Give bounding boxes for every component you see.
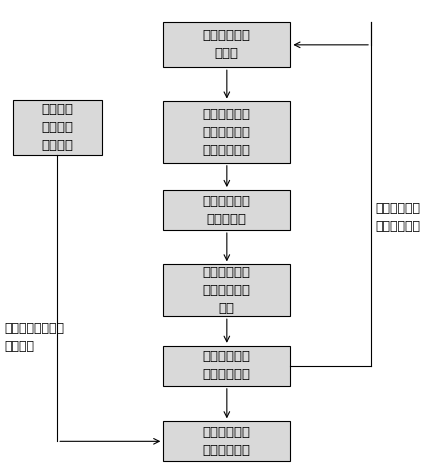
Bar [163, 22, 290, 67]
Text: 发电单元接一
定负载: 发电单元接一 定负载 [203, 29, 251, 60]
Text: 驱动电动单元
运行，测试所
需的电机参数: 驱动电动单元 运行，测试所 需的电机参数 [203, 108, 251, 157]
Bar [163, 190, 290, 230]
Text: 测量这一状态
下绕组电阻: 测量这一状态 下绕组电阻 [203, 194, 251, 226]
Text: 改变发电单元
所接入的负载: 改变发电单元 所接入的负载 [375, 202, 420, 233]
Bar [13, 101, 102, 155]
Text: 测试一个
单元电机
空载铁耗: 测试一个 单元电机 空载铁耗 [41, 103, 73, 152]
Text: 测量这一状态
下电机交直轴
电感: 测量这一状态 下电机交直轴 电感 [203, 266, 251, 315]
Text: 计算这一转速
下的电磁转矩: 计算这一转速 下的电磁转矩 [203, 350, 251, 381]
Bar [163, 346, 290, 386]
Text: 计算这一转速
下的输出转矩: 计算这一转速 下的输出转矩 [203, 426, 251, 457]
Text: 计算这一转速下的
电机铁耗: 计算这一转速下的 电机铁耗 [4, 322, 64, 353]
Bar [163, 264, 290, 316]
Bar [163, 421, 290, 462]
Bar [163, 101, 290, 163]
